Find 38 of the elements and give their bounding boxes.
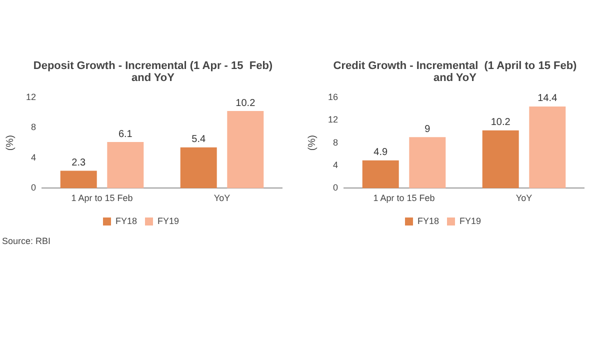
legend-label: FY19: [460, 216, 482, 226]
y-tick-label: 8: [30, 122, 36, 132]
legend-label: FY19: [158, 216, 180, 226]
data-label: 4.9: [374, 147, 388, 158]
data-label: 10.2: [236, 98, 256, 109]
bar: [180, 147, 217, 188]
legend-label: FY18: [417, 216, 440, 226]
data-label: 10.2: [490, 117, 511, 128]
bar: [409, 137, 446, 188]
data-label: 14.4: [538, 93, 558, 104]
bar: [107, 142, 144, 188]
bar: [60, 170, 97, 188]
y-tick-label: 0: [30, 182, 36, 193]
y-tick-label: 4: [30, 152, 36, 162]
y-tick-label: 8: [332, 137, 338, 148]
data-label: 2.3: [72, 158, 86, 169]
x-tick-label: 1 Apr to 15 Feb: [71, 193, 133, 204]
y-tick-label: 0: [332, 182, 338, 193]
chart-title: Deposit Growth - Incremental (1 Apr - 15 Feb) and YoY: [32, 60, 274, 86]
chart-title: Credit Growth - Incremental (1 April to 15 Feb) and YoY: [332, 60, 578, 86]
bar: [227, 111, 264, 188]
y-tick-label: 12: [328, 114, 338, 125]
legend-label: FY18: [115, 216, 138, 226]
y-tick-label: 4: [332, 160, 338, 170]
bar: [362, 160, 399, 188]
y-axis-title: (%): [306, 135, 318, 151]
y-tick-label: 16: [328, 92, 338, 102]
data-label: 6.1: [118, 128, 133, 140]
x-tick-label: YoY: [516, 193, 532, 204]
bar: [529, 106, 566, 188]
y-axis-title: (%): [4, 135, 16, 151]
y-tick-label: 12: [26, 92, 36, 102]
data-label: 9: [424, 124, 431, 135]
data-label: 5.4: [192, 134, 206, 146]
x-tick-label: YoY: [214, 193, 230, 204]
source-note: Source: RBI: [2, 236, 52, 246]
x-tick-label: 1 Apr to 15 Feb: [373, 193, 435, 204]
bar: [482, 130, 519, 188]
